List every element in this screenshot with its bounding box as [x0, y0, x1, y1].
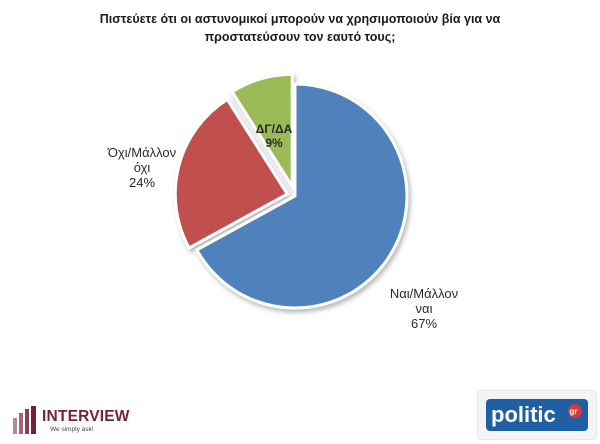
chart-title-line-2: προστατεύσουν τον εαυτό τους;: [204, 30, 396, 44]
interview-brand: INTERVIEW: [42, 408, 130, 425]
interview-logo: INTERVIEW We simply ask!: [12, 404, 152, 438]
slice-label-1-line-3: 67%: [411, 316, 437, 331]
politic-text: politic: [491, 402, 556, 427]
pie-slice-1: [194, 82, 409, 310]
interview-bars-icon: [13, 406, 36, 434]
slice-label-3-line-2: 9%: [265, 136, 283, 150]
slice-label-2-line-3: 24%: [129, 175, 155, 190]
pie-slice-2: [173, 97, 290, 251]
slice-label-3-line-1: ΔΓ/ΔΑ: [256, 122, 293, 136]
slice-label-2-line-2: όχι: [134, 160, 151, 175]
slice-label-1-line-1: Ναι/Μάλλον: [390, 286, 458, 301]
politic-logo-icon: politic gr: [486, 399, 588, 431]
slice-label-2-line-1: Όχι/Μάλλον: [107, 145, 176, 160]
interview-tagline: We simply ask!: [50, 426, 94, 433]
politic-logo: politic gr: [478, 391, 596, 439]
pie-slice-3: [230, 72, 294, 192]
politic-gr-suffix: gr: [570, 407, 578, 416]
chart-title-line-1: Πιστεύετε ότι οι αστυνομικοί μπορούν να …: [99, 12, 501, 26]
slice-label-1-line-2: ναι: [416, 301, 433, 316]
